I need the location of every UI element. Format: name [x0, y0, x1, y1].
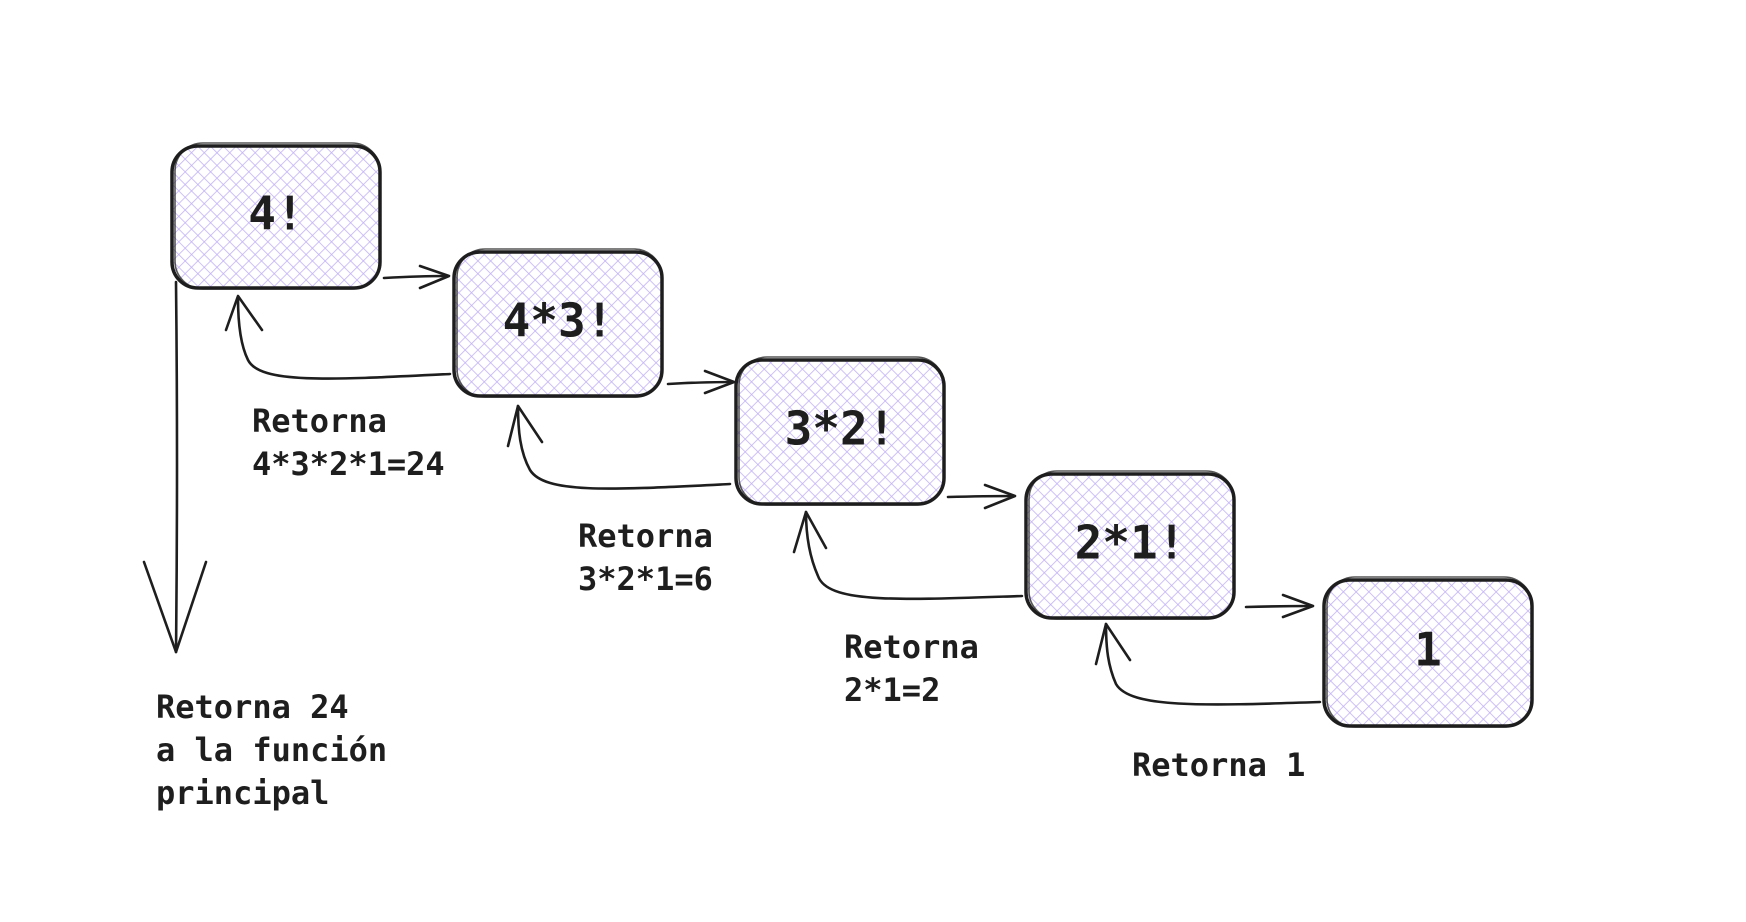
node-4-times-3-factorial: 4*3!: [452, 248, 664, 398]
return-note-2: Retorna 2*1=2: [844, 628, 998, 709]
node-label: 4*3!: [503, 294, 614, 348]
return-note-line: Retorna: [844, 628, 979, 666]
return-note-line: Retorna: [252, 402, 387, 440]
return-arrow: [506, 404, 732, 490]
return-arrow: [1094, 622, 1322, 706]
final-return-note: Retorna 24 a la función principal: [156, 688, 406, 812]
call-arrow: [946, 483, 1017, 510]
node-label: 2*1!: [1075, 516, 1186, 570]
call-arrow: [666, 369, 736, 395]
node-3-times-2-factorial: 3*2!: [734, 356, 946, 506]
final-return-line: principal: [156, 774, 329, 812]
node-label: 3*2!: [785, 402, 896, 456]
return-note-1: Retorna 1: [1132, 746, 1305, 784]
return-note-line: Retorna 1: [1132, 746, 1305, 784]
return-note-line: 4*3*2*1=24: [252, 445, 445, 483]
call-arrow: [382, 264, 451, 290]
return-arrow: [792, 510, 1024, 601]
return-note-6: Retorna 3*2*1=6: [578, 517, 732, 598]
final-return-line: a la función: [156, 731, 387, 769]
final-return-line: Retorna 24: [156, 688, 349, 726]
return-arrow: [224, 294, 452, 380]
return-note-line: Retorna: [578, 517, 713, 555]
node-2-times-1-factorial: 2*1!: [1024, 470, 1236, 620]
node-label: 4!: [248, 187, 303, 241]
node-base-case-1: 1: [1322, 576, 1534, 728]
call-arrow: [1244, 593, 1315, 619]
final-return-arrow: [142, 280, 208, 654]
node-4-factorial: 4!: [170, 142, 382, 290]
node-label: 1: [1414, 623, 1442, 677]
return-note-24: Retorna 4*3*2*1=24: [252, 402, 445, 483]
return-note-line: 2*1=2: [844, 671, 940, 709]
return-note-line: 3*2*1=6: [578, 560, 713, 598]
